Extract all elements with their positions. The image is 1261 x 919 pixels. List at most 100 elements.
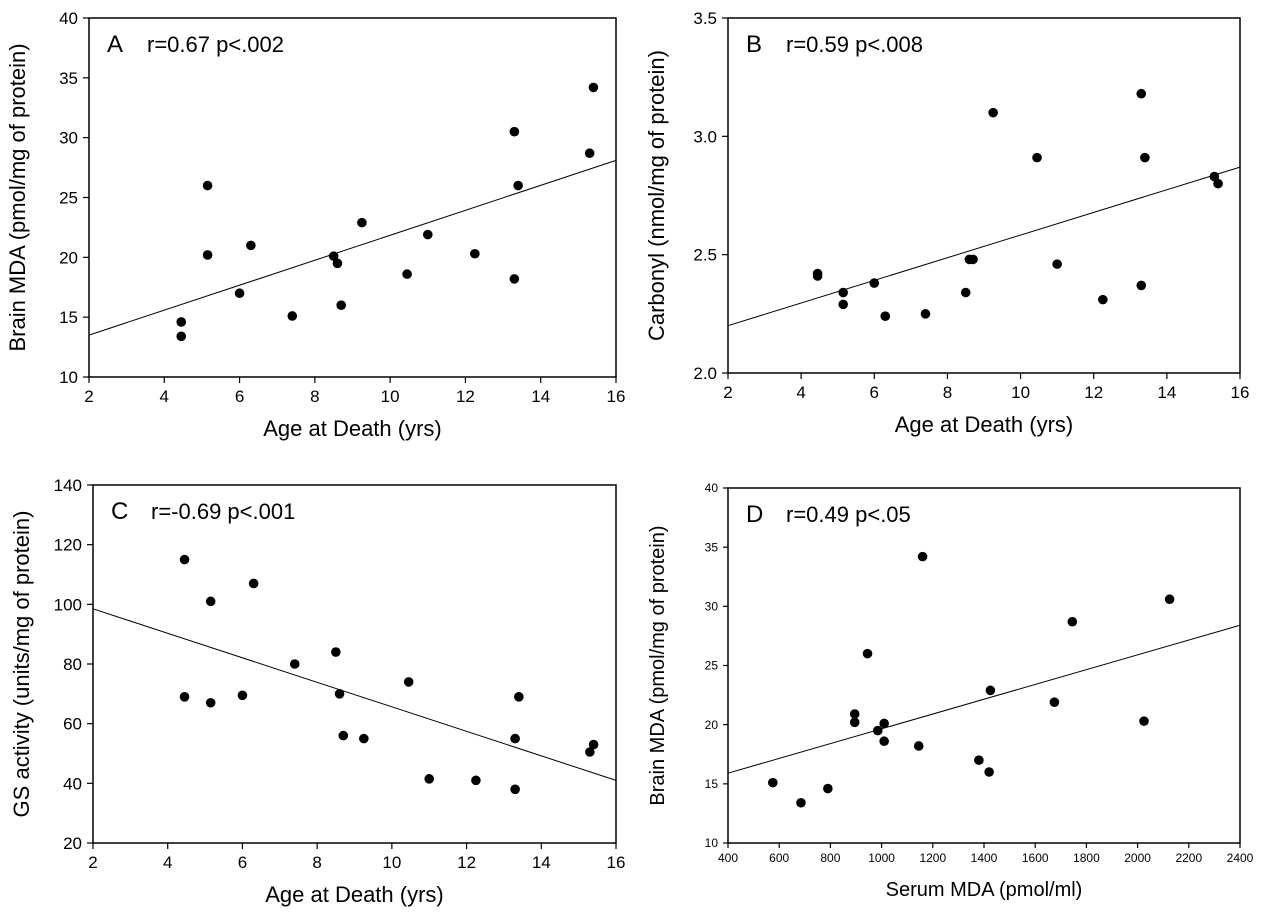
x-tick-label: 6 [235, 387, 244, 406]
data-point [202, 180, 213, 191]
x-tick-label: 10 [381, 387, 400, 406]
data-point [470, 248, 480, 259]
x-tick-label: 16 [607, 853, 626, 872]
panel-letter: A [107, 31, 123, 58]
panel-b: 2 4 6 8 10 12 14 16 2.0 2.5 3.0 3.5 Age at Death (yr… [644, 9, 1249, 437]
data-point [588, 739, 599, 750]
plot-frame [92, 484, 617, 844]
data-point [1209, 171, 1220, 182]
data-point [917, 551, 928, 562]
data-point [179, 692, 190, 702]
x-tick-label: 4 [163, 853, 172, 872]
data-point [202, 250, 213, 260]
data-point [510, 733, 520, 744]
data-point [248, 578, 259, 589]
x-tick-label: 1000 [868, 851, 895, 865]
data-point [584, 148, 595, 159]
data-point [205, 596, 216, 607]
data-point [984, 767, 994, 777]
x-tick-label: 2 [723, 383, 732, 402]
y-tick-label: 20 [63, 834, 82, 853]
x-tick-label: 2000 [1124, 851, 1151, 865]
data-point [471, 775, 481, 786]
y-axis-label: GS activity (units/mg of protein) [9, 511, 34, 818]
x-tick-label: 16 [607, 387, 626, 406]
data-point [334, 689, 345, 699]
x-axis-label: Age at Death (yrs) [263, 416, 442, 441]
y-tick-label: 3.0 [693, 127, 717, 146]
x-tick-label: 8 [312, 853, 321, 872]
data-point [1032, 152, 1042, 163]
x-tick-label: 12 [1084, 383, 1103, 402]
data-point [862, 648, 873, 659]
plot-frame [727, 17, 1241, 374]
y-tick-label: 80 [63, 655, 82, 674]
x-tick-label: 800 [820, 851, 840, 865]
y-axis-label: Brain MDA (pmol/mg of protein) [647, 525, 669, 805]
y-tick-label: 25 [59, 188, 78, 207]
x-tick-label: 16 [1231, 383, 1250, 402]
correlation-annotation: r=0.67 p<.002 [147, 32, 284, 57]
y-tick-label: 20 [59, 248, 78, 267]
data-point [880, 311, 891, 322]
y-tick-label: 10 [705, 836, 719, 850]
correlation-annotation: r=0.49 p<.05 [786, 502, 911, 527]
data-point [796, 797, 806, 808]
data-point [509, 126, 520, 137]
data-point [1140, 152, 1150, 163]
regression-line [727, 624, 1241, 774]
data-point [988, 107, 998, 118]
regression-line [92, 608, 617, 781]
data-point [234, 288, 245, 299]
data-point [985, 685, 996, 696]
data-point [179, 554, 190, 565]
data-point [838, 299, 848, 310]
y-tick-label: 100 [54, 595, 82, 614]
data-point [872, 725, 883, 736]
correlation-annotation: r=0.59 p<.008 [786, 32, 923, 57]
data-point [422, 229, 433, 240]
y-tick-label: 25 [705, 659, 719, 673]
data-point [588, 82, 599, 93]
data-point [974, 755, 984, 765]
x-tick-label: 2400 [1227, 851, 1254, 865]
data-point [289, 659, 300, 669]
data-point [514, 692, 524, 702]
data-point [357, 217, 367, 228]
data-point [176, 331, 187, 342]
x-tick-label: 1400 [971, 851, 998, 865]
x-tick-label: 12 [457, 853, 476, 872]
panel-d: 400 600 800 1000 1200 1400 1600 1800 2000 2200 240… [647, 481, 1254, 901]
y-axis-label: Brain MDA (pmol/mg of protein) [5, 43, 30, 351]
x-tick-label: 1600 [1022, 851, 1049, 865]
data-point [513, 180, 523, 191]
data-point [331, 647, 341, 657]
data-point [913, 741, 924, 751]
y-tick-label: 2.5 [693, 246, 717, 265]
data-point [812, 271, 823, 281]
data-point [237, 690, 248, 701]
data-point [585, 747, 595, 757]
y-axis-label: Carbonyl (nmol/mg of protein) [644, 50, 669, 341]
data-point [849, 709, 860, 719]
data-point [1139, 716, 1149, 726]
y-tick-label: 20 [705, 718, 719, 732]
data-point [1136, 280, 1147, 291]
x-axis-label: Age at Death (yrs) [265, 882, 444, 907]
x-tick-label: 6 [870, 383, 879, 402]
data-point [328, 251, 339, 261]
data-point [960, 287, 971, 298]
x-tick-label: 12 [456, 387, 475, 406]
x-tick-label: 1200 [919, 851, 946, 865]
x-axis-label: Age at Death (yrs) [895, 412, 1074, 437]
data-point [509, 274, 520, 284]
y-tick-label: 40 [63, 774, 82, 793]
data-point [849, 717, 860, 728]
data-point [1164, 594, 1175, 605]
y-tick-label: 120 [54, 536, 82, 555]
panel-letter: B [746, 31, 762, 58]
x-tick-label: 600 [769, 851, 789, 865]
y-tick-label: 40 [59, 9, 78, 28]
y-tick-label: 3.5 [693, 9, 717, 28]
plot-frame [88, 17, 617, 378]
